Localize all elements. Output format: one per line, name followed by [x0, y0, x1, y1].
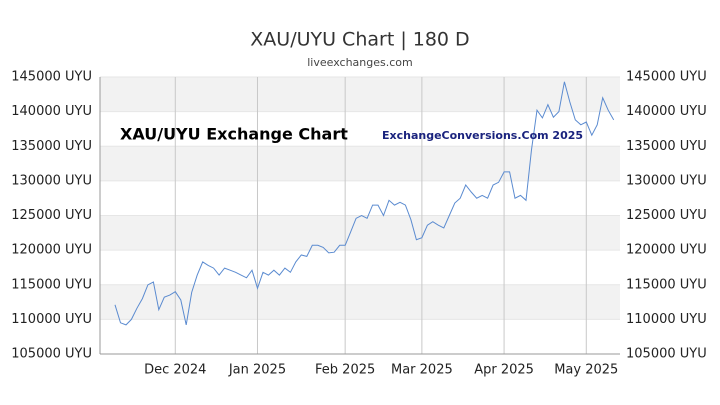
y-tick-label: 105000 UYU: [11, 347, 92, 362]
band: [100, 146, 620, 181]
y-tick-label-right: 140000 UYU: [626, 104, 707, 119]
x-tick-label: Mar 2025: [391, 363, 453, 378]
y-tick-label: 125000 UYU: [11, 208, 92, 223]
chart-title: XAU/UYU Chart | 180 D: [250, 29, 469, 51]
bands: [100, 77, 620, 320]
watermark: ExchangeConversions.Com 2025: [382, 129, 583, 142]
x-tick-label: Feb 2025: [315, 363, 375, 378]
y-tick-label: 110000 UYU: [11, 312, 92, 327]
band: [100, 77, 620, 112]
y-tick-label: 120000 UYU: [11, 243, 92, 258]
y-tick-label-right: 145000 UYU: [626, 70, 707, 85]
y-tick-label: 130000 UYU: [11, 173, 92, 188]
y-tick-label: 145000 UYU: [11, 70, 92, 85]
y-tick-label-right: 115000 UYU: [626, 277, 707, 292]
y-tick-label-right: 135000 UYU: [626, 139, 707, 154]
y-tick-label-right: 125000 UYU: [626, 208, 707, 223]
x-tick-label: Apr 2025: [474, 363, 534, 378]
plot: [99, 76, 620, 355]
price-line: [114, 81, 615, 326]
band: [100, 215, 620, 251]
watermark: XAU/UYU Exchange Chart: [120, 125, 348, 144]
y-tick-label-right: 130000 UYU: [626, 173, 707, 188]
x-tick-label: Jan 2025: [228, 363, 286, 378]
y-tick-label-right: 110000 UYU: [626, 312, 707, 327]
x-tick-label: Dec 2024: [144, 363, 206, 378]
y-tick-label: 115000 UYU: [11, 277, 92, 292]
y-tick-label-right: 120000 UYU: [626, 243, 707, 258]
chart-subtitle: liveexchanges.com: [307, 56, 412, 69]
band: [100, 284, 620, 320]
y-tick-label-right: 105000 UYU: [626, 347, 707, 362]
y-tick-label: 140000 UYU: [11, 104, 92, 119]
y-tick-label: 135000 UYU: [11, 139, 92, 154]
x-tick-label: May 2025: [554, 363, 618, 378]
